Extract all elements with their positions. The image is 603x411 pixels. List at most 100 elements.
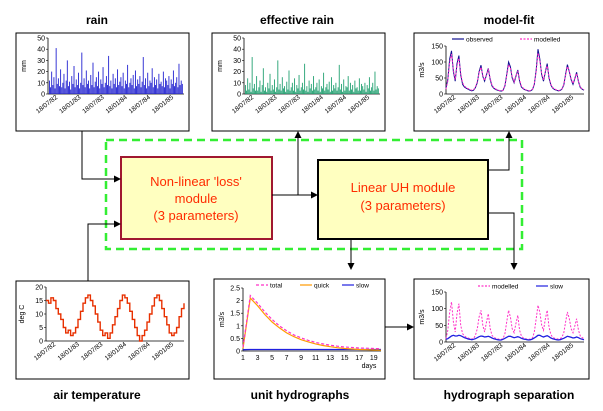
rain-bar [138, 83, 140, 94]
effective-rain-bar [301, 82, 303, 94]
effective-rain-bar [281, 77, 283, 94]
rain-bar [153, 77, 155, 94]
rain-bar [93, 87, 95, 94]
rain-bar [145, 78, 146, 94]
loss-module-box [120, 156, 273, 240]
hydrograph-separation-ytick-label: 100 [431, 306, 443, 313]
effective-rain-bar [323, 72, 325, 94]
rain-bar [92, 62, 94, 94]
rain-bar [157, 88, 159, 94]
effective-rain-bar [258, 87, 260, 94]
unit-hydrographs-xtick-label: 7 [285, 355, 289, 362]
rain-bar [176, 77, 178, 94]
effective-rain-bar [252, 88, 254, 94]
effective-rain-bar [277, 60, 279, 94]
effective-rain-bar [363, 89, 365, 94]
rain-bar [119, 81, 121, 94]
temperature-to-loss-arrow [87, 220, 121, 281]
effective-rain-bar [299, 90, 301, 94]
effective-rain-bar [353, 91, 355, 94]
rain-bar [136, 86, 137, 94]
effective-rain-bar [259, 80, 261, 94]
effective-rain-bar [256, 76, 258, 94]
unit-hydrographs-ylabel: m3/s [219, 311, 226, 327]
rain-bar [65, 80, 67, 94]
effective-rain-bar [274, 79, 275, 94]
air-temperature-ytick-label: 5 [39, 325, 43, 332]
rain-bar [130, 78, 132, 94]
unit-hydrographs-xlabel: days [362, 363, 377, 370]
effective-rain-bar [334, 88, 336, 94]
rain-bar [100, 79, 102, 94]
rain-bar [175, 82, 177, 94]
effective-rain-bar [291, 82, 293, 94]
effective-rain-bar [344, 90, 346, 94]
rain-bar [164, 87, 165, 94]
rain-bar [71, 76, 73, 94]
hydrograph-separation-modelled-series [445, 301, 585, 340]
effective-rain-bar [312, 90, 313, 94]
effective-rain-bar [269, 73, 271, 94]
rain-bar [140, 87, 142, 94]
hydrograph-separation-modelled-legend-label: modelled [492, 284, 519, 291]
effective-rain-bar [278, 89, 280, 94]
rain-bar [127, 64, 129, 94]
effective-rain-bar [303, 89, 304, 94]
rain-bar [108, 55, 110, 94]
rain-bar [72, 83, 74, 94]
rain-bar [123, 88, 125, 94]
effective-rain-bar [327, 89, 329, 94]
effective-rain-bar [251, 57, 253, 94]
unit-hydrographs-chart: 00.511.522.5m3/s1 3 5 7 9 11 13 15 17 19daystotal… [219, 283, 382, 370]
model-fit-title: model-fit [484, 13, 535, 27]
effective-rain-bar [285, 91, 287, 94]
rain-bar [180, 80, 182, 94]
unit-hydrographs-ytick-label: 2 [236, 298, 240, 305]
rain-bar [134, 70, 136, 94]
effective-rain-ytick-label: 20 [233, 69, 241, 76]
uh-module-line2: (3 parameters) [360, 198, 445, 213]
rain-bar [120, 77, 122, 94]
rain-bar [107, 85, 108, 94]
air-temperature-ytick-label: 20 [35, 285, 43, 292]
rain-bar [82, 85, 84, 94]
rain-bar [60, 69, 62, 94]
effective-rain-bar [347, 76, 349, 94]
rain-ytick-label: 40 [37, 47, 45, 54]
rain-bar [64, 88, 66, 94]
rain-bar [148, 86, 150, 94]
air-temperature-ytick-label: 10 [35, 312, 43, 319]
rain-bar [73, 66, 75, 94]
effective-rain-bar [263, 90, 265, 94]
unit-hydrographs-xtick-label: 13 [326, 355, 334, 362]
effective-rain-bar [356, 87, 358, 94]
rain-bar [117, 69, 119, 94]
effective-rain-bar [255, 90, 256, 94]
rain-ytick-label: 30 [37, 58, 45, 65]
rain-bar [53, 77, 55, 94]
effective-rain-bar [272, 89, 274, 94]
rain-bar [69, 81, 70, 94]
effective-rain-bar [308, 80, 310, 94]
effective-rain-bar [354, 80, 356, 94]
unit-hydrographs-ytick-label: 2.5 [230, 286, 240, 293]
rain-bar [168, 76, 170, 94]
effective-rain-bar [377, 88, 379, 94]
rain-bar [150, 82, 152, 94]
rain-bar [169, 88, 171, 94]
unit-hydrographs-total-legend-label: total [270, 283, 283, 290]
effective-rain-bar [367, 88, 369, 94]
rain-ylabel: mm [21, 60, 28, 72]
unit-hydrographs-ytick-label: 0.5 [230, 336, 240, 343]
effective-rain-bar [260, 91, 262, 94]
effective-rain-bar [371, 87, 373, 94]
rain-bar [99, 88, 101, 94]
rain-bar [50, 87, 52, 94]
rain-bar [181, 83, 183, 94]
rain-bar [51, 71, 53, 94]
rain-ytick-label: 20 [37, 69, 45, 76]
effective-rain-bar [361, 83, 363, 94]
rain-bar [84, 87, 86, 94]
rain-bar [121, 86, 123, 94]
rain-bar [128, 87, 130, 94]
